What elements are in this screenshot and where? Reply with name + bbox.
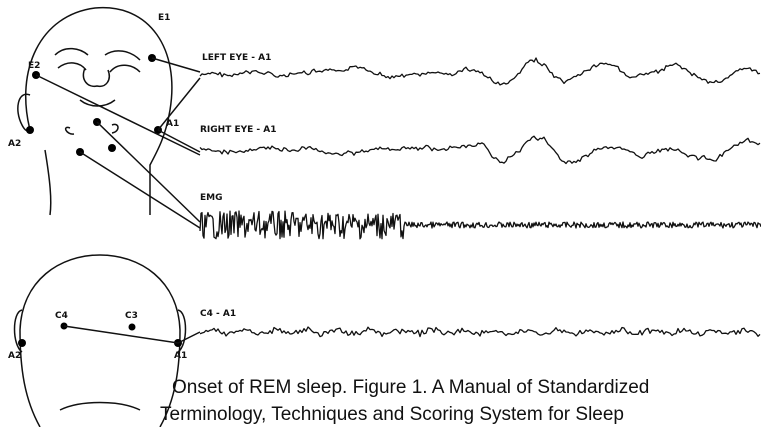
electrode-label: A2 (8, 351, 21, 361)
electrode-label: C4 (55, 311, 68, 321)
caption-line: Onset of REM sleep. Figure 1. A Manual o… (172, 377, 649, 398)
nose (83, 68, 109, 86)
head-back-drawing (15, 255, 201, 427)
waveform (200, 211, 761, 239)
waveform (200, 58, 760, 85)
electrode-label: C3 (125, 311, 138, 321)
trace-label: LEFT EYE - A1 (202, 53, 271, 63)
electrode (26, 126, 34, 134)
face-outline (26, 8, 172, 215)
electrode-label: E1 (158, 13, 170, 23)
trace-label: RIGHT EYE - A1 (200, 125, 277, 135)
trace-label: C4 - A1 (200, 309, 236, 319)
cheeks (66, 124, 118, 134)
head-outline (20, 255, 180, 427)
face-drawing (18, 8, 200, 228)
lead-wires (36, 58, 200, 228)
figure: E1 E2 A1 A2 C4 C3 A2 A1 LEFT EYE - A1 RI… (0, 0, 761, 427)
electrode-label: A2 (8, 139, 21, 149)
waveforms (200, 58, 761, 337)
electrode (18, 339, 26, 347)
ear (18, 94, 32, 131)
neck (60, 403, 140, 411)
electrode-label: A1 (174, 351, 187, 361)
page: E1 E2 A1 A2 C4 C3 A2 A1 LEFT EYE - A1 RI… (0, 0, 761, 427)
trace-label: EMG (200, 193, 223, 203)
electrode-label: E2 (28, 61, 40, 71)
eyes (58, 63, 140, 72)
brows (55, 49, 140, 60)
electrode (108, 144, 116, 152)
electrode (129, 324, 136, 331)
electrode-label: A1 (166, 119, 179, 129)
waveform (200, 136, 760, 163)
caption-line: Terminology, Techniques and Scoring Syst… (160, 404, 624, 425)
waveform (200, 327, 760, 337)
neck (45, 150, 51, 215)
